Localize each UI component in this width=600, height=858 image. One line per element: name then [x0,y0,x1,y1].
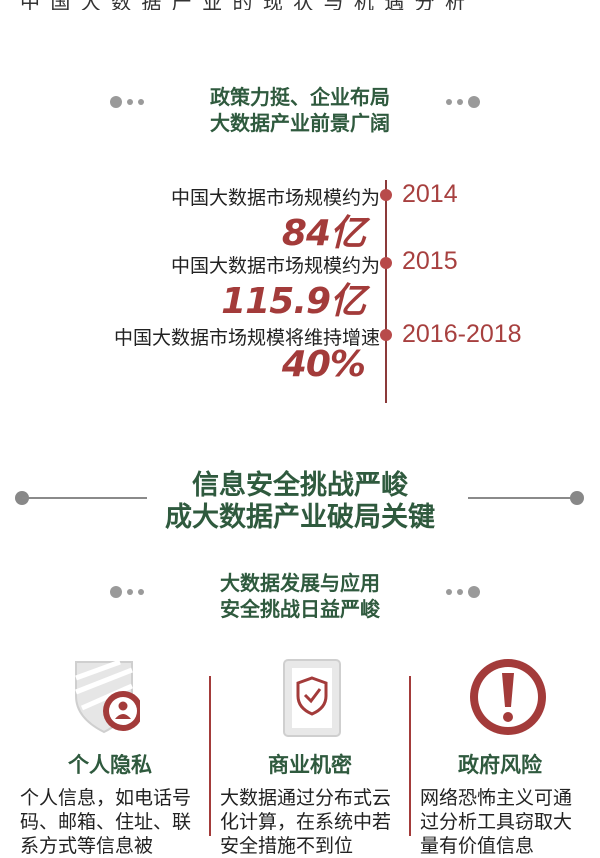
timeline-text: 中国大数据市场规模约为 [170,255,380,277]
right-line-dot [570,491,584,505]
left-dots-decoration [110,96,144,108]
document-check-icon [283,659,341,737]
timeline-text: 中国大数据市场规模约为 [170,187,380,209]
section3-title-line2: 安全挑战日益严峻 [220,597,380,621]
top-fragment-text: 中 国 大 数 据 产 业 的 现 状 与 机 遇 分 析 [20,0,580,10]
section1-heading: 政策力挺、企业布局 大数据产业前景广阔 [190,84,410,136]
column-separator [409,676,411,836]
column-title-business: 商业机密 [268,753,352,777]
right-dots-decoration [446,586,480,598]
timeline-dot [380,189,392,201]
section3-heading: 大数据发展与应用 安全挑战日益严峻 [190,570,410,622]
section2-heading: 信息安全挑战严峻 成大数据产业破局关键 [140,470,460,534]
left-divider-line [22,497,147,499]
timeline-text: 中国大数据市场规模将维持增速 [113,327,380,349]
timeline-year: 2015 [402,247,458,275]
timeline-value: 40% [281,344,366,385]
section2-title-line1: 信息安全挑战严峻 [192,470,408,501]
timeline-dot [380,329,392,341]
section1-title-line2: 大数据产业前景广阔 [210,111,390,135]
timeline-value: 84亿 [281,213,366,254]
timeline-year: 2014 [402,180,458,208]
timeline-year: 2016-2018 [402,320,522,348]
column-title-privacy: 个人隐私 [68,753,152,777]
left-dots-decoration [110,586,144,598]
timeline-value: 115.9亿 [221,281,366,322]
section1-title-line1: 政策力挺、企业布局 [210,85,390,109]
column-text-privacy: 个人信息，如电话号码、邮箱、住址、联系方式等信息被 [20,787,192,857]
section3-title-line1: 大数据发展与应用 [220,571,380,595]
right-dots-decoration [446,96,480,108]
column-title-government: 政府风险 [458,753,542,777]
right-divider-line [468,497,578,499]
column-text-business: 大数据通过分布式云化计算，在系统中若安全措施不到位 [220,787,392,857]
column-separator [209,676,211,836]
shield-person-icon [75,659,140,734]
timeline-dot [380,257,392,269]
section2-title-line2: 成大数据产业破局关键 [165,502,435,533]
column-text-government: 网络恐怖主义可通过分析工具窃取大量有价值信息 [420,787,573,857]
exclamation-icon [470,659,546,735]
timeline-line [385,180,387,403]
